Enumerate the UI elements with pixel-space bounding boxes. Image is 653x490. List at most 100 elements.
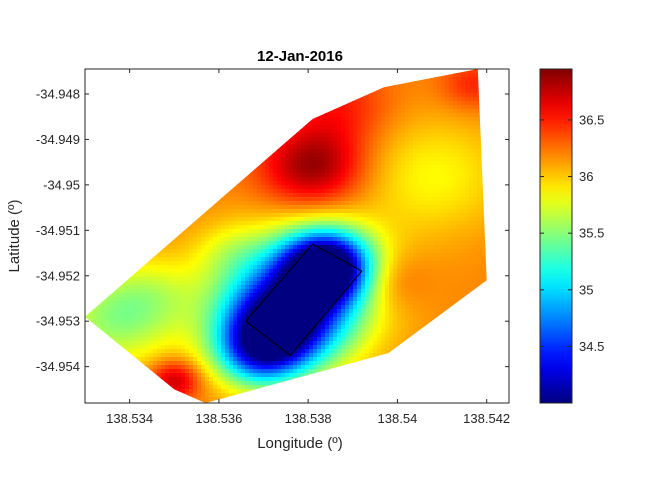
heat-cell — [253, 217, 258, 222]
heat-cell — [237, 353, 242, 358]
heat-cell — [313, 357, 318, 362]
heat-cell — [185, 301, 190, 306]
heat-cell — [281, 365, 286, 370]
heat-cell — [193, 241, 198, 246]
heat-cell — [217, 321, 222, 326]
heat-cell — [297, 197, 302, 202]
heat-cell — [265, 317, 270, 322]
heat-cell — [269, 217, 274, 222]
heat-cell — [217, 365, 222, 370]
heat-cell — [213, 341, 218, 346]
heat-cell — [253, 301, 258, 306]
heat-cell — [153, 329, 158, 334]
heat-cell — [201, 213, 206, 218]
heat-cell — [221, 357, 226, 362]
heat-cell — [297, 177, 302, 182]
heat-cell — [245, 385, 250, 390]
heat-cell — [137, 337, 142, 342]
heat-cell — [153, 349, 158, 354]
heat-cell — [213, 213, 218, 218]
heat-cell — [213, 209, 218, 214]
heat-cell — [253, 357, 258, 362]
heat-cell — [149, 325, 154, 330]
heat-cell — [145, 345, 150, 350]
heat-cell — [285, 197, 290, 202]
heat-cell — [301, 361, 306, 366]
heat-cell — [249, 181, 254, 186]
heat-cell — [313, 309, 318, 314]
heat-cell — [261, 185, 266, 190]
heat-cell — [305, 369, 310, 374]
plot-area: 138.534 138.536 138.538 138.54 138.542 -34.9… — [36, 68, 510, 426]
heat-cell — [297, 209, 302, 214]
heat-cell — [317, 341, 322, 346]
heat-cell — [309, 221, 314, 226]
heat-cell — [285, 337, 290, 342]
heat-cell — [169, 309, 174, 314]
heat-cell — [121, 313, 126, 318]
heat-cell — [181, 377, 186, 382]
heat-cell — [241, 353, 246, 358]
heat-cell — [297, 261, 302, 266]
heat-cell — [149, 361, 154, 366]
heat-cell — [193, 277, 198, 282]
heat-cell — [265, 209, 270, 214]
heat-cell — [169, 345, 174, 350]
heat-cell — [313, 281, 318, 286]
heat-cell — [305, 145, 310, 150]
heat-cell — [157, 357, 162, 362]
heat-cell — [229, 345, 234, 350]
heat-cell — [309, 277, 314, 282]
heat-cell — [281, 257, 286, 262]
heat-cell — [241, 349, 246, 354]
heat-cell — [265, 297, 270, 302]
heat-cell — [149, 281, 154, 286]
heat-cell — [317, 349, 322, 354]
heat-cell — [165, 325, 170, 330]
heat-cell — [237, 265, 242, 270]
heat-cell — [221, 233, 226, 238]
heat-cell — [173, 321, 178, 326]
heat-cell — [237, 389, 242, 394]
heat-cell — [229, 281, 234, 286]
heat-cell — [317, 157, 322, 162]
heat-cell — [269, 173, 274, 178]
heat-cell — [317, 369, 322, 374]
heat-cell — [249, 225, 254, 230]
heat-cell — [281, 369, 286, 374]
heat-cell — [297, 137, 302, 142]
heat-cell — [313, 265, 318, 270]
heat-cell — [177, 325, 182, 330]
heat-cell — [261, 229, 266, 234]
heat-cell — [193, 373, 198, 378]
heat-cell — [301, 261, 306, 266]
heat-cell — [181, 329, 186, 334]
heat-cell — [181, 381, 186, 386]
heat-cell — [289, 197, 294, 202]
heat-cell — [221, 281, 226, 286]
heat-cell — [201, 385, 206, 390]
heat-cell — [265, 369, 270, 374]
heat-cell — [309, 229, 314, 234]
heat-cell — [245, 281, 250, 286]
heat-cell — [293, 153, 298, 158]
heat-cell — [241, 209, 246, 214]
heat-cell — [261, 269, 266, 274]
heat-cell — [153, 257, 158, 262]
heat-cell — [297, 153, 302, 158]
heat-cell — [273, 261, 278, 266]
heat-cell — [281, 189, 286, 194]
heat-cell — [321, 185, 326, 190]
heat-cell — [201, 233, 206, 238]
heat-cell — [157, 365, 162, 370]
heat-cell — [205, 233, 210, 238]
heat-cell — [277, 193, 282, 198]
heat-cell — [289, 297, 294, 302]
heat-cell — [201, 345, 206, 350]
heat-cell — [273, 289, 278, 294]
heat-cell — [245, 209, 250, 214]
heat-cell — [309, 157, 314, 162]
heat-cell — [177, 381, 182, 386]
heat-cell — [301, 185, 306, 190]
heat-cell — [297, 181, 302, 186]
